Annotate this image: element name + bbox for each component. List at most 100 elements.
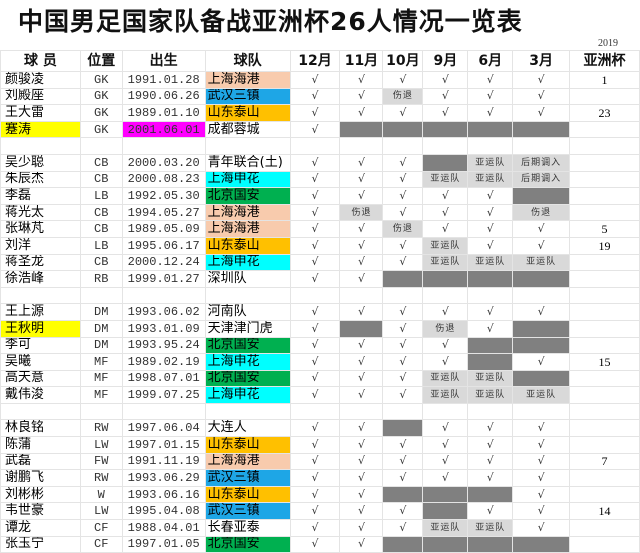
player-name: 张琳芃 bbox=[0, 220, 81, 238]
called-up-cell: √ bbox=[289, 535, 341, 553]
absent-cell bbox=[467, 485, 514, 504]
birth-date: 1995.06.17 bbox=[121, 236, 206, 255]
birth-date: 1999.01.27 bbox=[121, 270, 206, 288]
called-up-cell: √ bbox=[382, 319, 424, 338]
called-up-cell: √ bbox=[382, 153, 424, 172]
called-up-cell: √ bbox=[512, 303, 571, 321]
birth-date: 1988.04.01 bbox=[121, 519, 206, 537]
asian-cup-number bbox=[569, 270, 640, 288]
note-cell: 伤退 bbox=[382, 220, 424, 238]
called-up-cell: √ bbox=[289, 485, 341, 504]
club: 上海海港 bbox=[204, 220, 291, 238]
club: 山东泰山 bbox=[204, 485, 291, 504]
called-up-cell: √ bbox=[339, 386, 384, 404]
position: GK bbox=[79, 87, 123, 106]
note-cell: 伤退 bbox=[382, 87, 424, 106]
called-up-cell: √ bbox=[422, 436, 469, 454]
birth-date: 1991.11.19 bbox=[121, 452, 206, 471]
note-cell: 亚运队 bbox=[467, 170, 514, 189]
called-up-cell: √ bbox=[512, 485, 571, 504]
club: 河南队 bbox=[204, 303, 291, 321]
position: MF bbox=[79, 369, 123, 388]
absent-cell bbox=[512, 120, 571, 139]
player-name: 林良铭 bbox=[0, 419, 81, 438]
position: LW bbox=[79, 436, 123, 454]
note-cell: 后期调入 bbox=[512, 153, 571, 172]
asian-cup-number: 14 bbox=[569, 502, 640, 521]
note-cell: 亚运队 bbox=[422, 369, 469, 388]
called-up-cell: √ bbox=[289, 336, 341, 355]
note-cell: 亚运队 bbox=[422, 236, 469, 255]
asian-cup-number bbox=[569, 170, 640, 189]
called-up-cell: √ bbox=[289, 386, 341, 404]
club: 成都蓉城 bbox=[204, 120, 291, 139]
absent-cell bbox=[512, 270, 571, 288]
called-up-cell: √ bbox=[289, 419, 341, 438]
table-row: 颜骏凌 GK 1991.01.28 上海海港 √ √ √ √ √ √ 1 bbox=[0, 71, 640, 89]
absent-cell bbox=[382, 270, 424, 288]
column-header: 6月 bbox=[467, 50, 514, 72]
position: RB bbox=[79, 270, 123, 288]
page-title: 中国男足国家队备战亚洲杯26人情况一览表 bbox=[18, 7, 523, 36]
club: 北京国安 bbox=[204, 336, 291, 355]
club: 北京国安 bbox=[204, 535, 291, 553]
position: DM bbox=[79, 336, 123, 355]
player-name: 高天意 bbox=[0, 369, 81, 388]
club: 上海申花 bbox=[204, 253, 291, 272]
table-row: 刘殿座 GK 1990.06.26 武汉三镇 √ √ 伤退 √ √ √ bbox=[0, 87, 640, 106]
called-up-cell: √ bbox=[289, 120, 341, 139]
absent-cell bbox=[512, 336, 571, 355]
called-up-cell: √ bbox=[339, 270, 384, 288]
table-row: 李磊 LB 1992.05.30 北京国安 √ √ √ √ √ bbox=[0, 187, 640, 205]
club: 上海申花 bbox=[204, 353, 291, 371]
table-row: 蹇涛 GK 2001.06.01 成都蓉城 √ bbox=[0, 120, 640, 139]
table-row: 徐浩峰 RB 1999.01.27 深圳队 √ √ bbox=[0, 270, 640, 288]
player-name: 蒋圣龙 bbox=[0, 253, 81, 272]
asian-cup-number bbox=[569, 203, 640, 222]
position: MF bbox=[79, 353, 123, 371]
table-row: 朱辰杰 CB 2000.08.23 上海申花 √ √ √ 亚运队 亚运队 后期调入 bbox=[0, 170, 640, 189]
asian-cup-number: 15 bbox=[569, 353, 640, 371]
absent-cell bbox=[467, 120, 514, 139]
column-header: 10月 bbox=[382, 50, 424, 72]
player-name: 谢鹏飞 bbox=[0, 469, 81, 487]
club: 上海海港 bbox=[204, 452, 291, 471]
called-up-cell: √ bbox=[382, 170, 424, 189]
birth-date: 1989.05.09 bbox=[121, 220, 206, 238]
absent-cell bbox=[382, 485, 424, 504]
position: CB bbox=[79, 203, 123, 222]
position: RW bbox=[79, 469, 123, 487]
player-name: 李可 bbox=[0, 336, 81, 355]
birth-date: 1989.01.10 bbox=[121, 104, 206, 122]
birth-date: 1997.06.04 bbox=[121, 419, 206, 438]
called-up-cell: √ bbox=[422, 104, 469, 122]
player-name: 刘彬彬 bbox=[0, 485, 81, 504]
called-up-cell: √ bbox=[339, 71, 384, 89]
player-name: 蹇涛 bbox=[0, 120, 81, 139]
called-up-cell: √ bbox=[339, 303, 384, 321]
called-up-cell: √ bbox=[467, 71, 514, 89]
player-name: 王秋明 bbox=[0, 319, 81, 338]
asian-cup-number: 19 bbox=[569, 236, 640, 255]
absent-cell bbox=[512, 187, 571, 205]
called-up-cell: √ bbox=[382, 369, 424, 388]
called-up-cell: √ bbox=[467, 104, 514, 122]
called-up-cell: √ bbox=[339, 535, 384, 553]
note-cell: 亚运队 bbox=[422, 519, 469, 537]
birth-date: 1992.05.30 bbox=[121, 187, 206, 205]
club: 天津津门虎 bbox=[204, 319, 291, 338]
note-cell: 亚运队 bbox=[512, 386, 571, 404]
player-name: 武磊 bbox=[0, 452, 81, 471]
called-up-cell: √ bbox=[289, 71, 341, 89]
club: 北京国安 bbox=[204, 187, 291, 205]
called-up-cell: √ bbox=[289, 104, 341, 122]
called-up-cell: √ bbox=[339, 104, 384, 122]
called-up-cell: √ bbox=[339, 236, 384, 255]
asian-cup-number bbox=[569, 485, 640, 504]
blank-row bbox=[0, 402, 640, 421]
absent-cell bbox=[339, 319, 384, 338]
called-up-cell: √ bbox=[467, 469, 514, 487]
absent-cell bbox=[467, 336, 514, 355]
club: 深圳队 bbox=[204, 270, 291, 288]
birth-date: 1997.01.05 bbox=[121, 535, 206, 553]
